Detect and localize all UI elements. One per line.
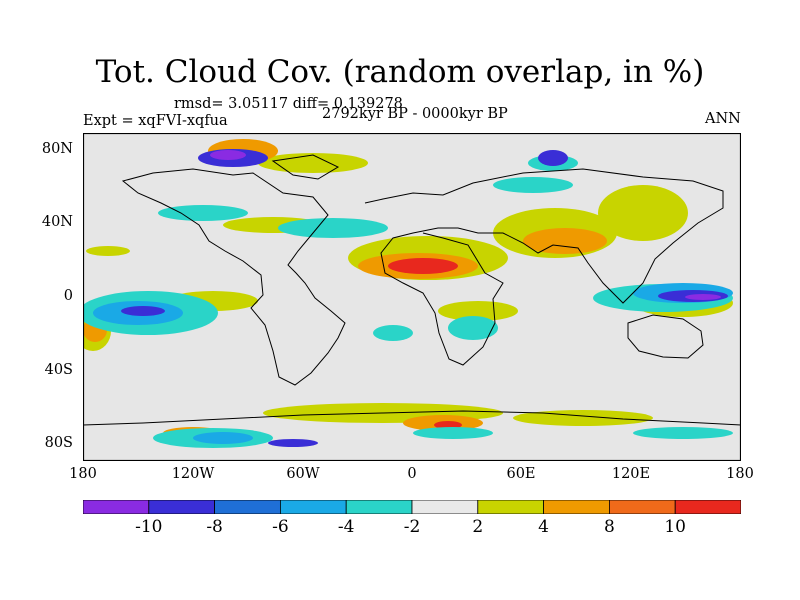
colorbar: [83, 500, 741, 514]
colorbar-swatch: [279, 500, 347, 514]
colorbar-swatch: [477, 500, 544, 514]
colorbar-swatch: [674, 500, 741, 514]
map-frame: [83, 133, 741, 461]
y-tick-0: 0: [63, 288, 73, 304]
season-label: ANN: [705, 111, 741, 127]
negative-anomaly-strongest: [210, 150, 721, 300]
x-tick-120w: 120W: [171, 466, 215, 482]
positive-anomaly-strong: [388, 258, 462, 429]
colorbar-label: -4: [337, 517, 355, 537]
x-tick-60w: 60W: [286, 466, 320, 482]
colorbar-label: 4: [538, 517, 549, 537]
cloud-anomaly-map: [83, 133, 741, 461]
colorbar-label: 8: [603, 517, 615, 537]
x-tick-0: 0: [407, 466, 417, 482]
colorbar-label: -2: [403, 517, 421, 537]
colorbar-label: -10: [135, 517, 163, 537]
x-tick-120e: 120E: [611, 466, 651, 482]
chart-title: Tot. Cloud Cov. (random overlap, in %): [95, 54, 705, 90]
period-label: 2792kyr BP - 0000kyr BP: [322, 106, 508, 122]
colorbar-swatch: [148, 500, 216, 514]
colorbar-label: -8: [206, 517, 223, 537]
colorbar-swatch: [345, 500, 413, 514]
x-tick-60e: 60E: [506, 466, 536, 482]
antarctica-outline: [83, 410, 741, 426]
experiment-label: Expt = xqFVI-xqfua: [83, 113, 228, 129]
australia-outline: [627, 314, 704, 359]
y-tick-80n: 80N: [41, 141, 73, 157]
greenland-outline: [271, 154, 340, 180]
colorbar-label: 2: [472, 517, 484, 537]
coastlines: [83, 154, 741, 426]
y-tick-40n: 40N: [41, 214, 73, 230]
colorbar-swatch: [411, 500, 479, 514]
colorbar-swatch: [543, 500, 610, 514]
colorbar-swatch: [83, 500, 150, 514]
x-tick-180w: 180: [69, 466, 97, 482]
y-tick-80s: 80S: [44, 435, 73, 451]
y-tick-40s: 40S: [44, 362, 73, 378]
stats-label: rmsd= 3.05117 diff= 0.139278: [174, 96, 403, 112]
colorbar-swatch: [609, 500, 676, 514]
x-tick-180e: 180: [726, 466, 754, 482]
colorbar-swatch: [214, 500, 281, 514]
eurasia-africa-outline: [364, 168, 724, 366]
americas-outline: [121, 168, 346, 386]
colorbar-label: 10: [664, 517, 686, 537]
colorbar-label: -6: [272, 517, 289, 537]
